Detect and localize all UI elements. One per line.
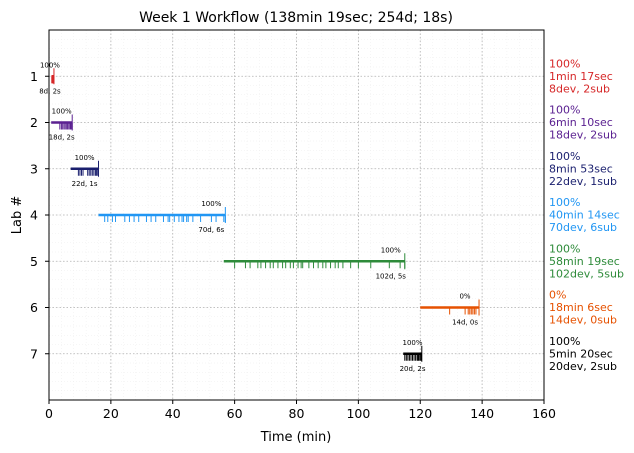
x-tick-label: 60	[227, 406, 243, 421]
summary-line: 18min 6sec	[549, 301, 613, 314]
count-annotation: 14d, 0s	[452, 319, 478, 327]
y-tick-label: 7	[30, 346, 38, 361]
x-tick-label: 40	[165, 406, 181, 421]
summary-line: 8dev, 2sub	[549, 82, 610, 95]
y-tick-label: 2	[30, 115, 38, 130]
x-tick-label: 80	[289, 406, 305, 421]
summary-line: 100%	[549, 242, 580, 255]
x-tick-label: 120	[408, 406, 432, 421]
lab-6-timeline: 0% 14d, 0s	[420, 293, 480, 327]
summary-line: 18dev, 2sub	[549, 129, 617, 142]
percent-annotation: 100%	[40, 61, 60, 69]
summary-line: 20dev, 2sub	[549, 360, 617, 373]
summary-line: 40min 14sec	[549, 209, 620, 222]
summary-line: 14dev, 0sub	[549, 314, 617, 327]
x-tick-label: 160	[532, 406, 556, 421]
x-tick-label: 100	[346, 406, 370, 421]
lab-5-timeline: 100% 102d, 5s	[223, 246, 407, 280]
summary-line: 6min 10sec	[549, 116, 613, 129]
y-tick-label: 4	[30, 208, 38, 223]
y-tick-label: 6	[30, 300, 38, 315]
summary-line: 100%	[549, 335, 580, 348]
lab-1-timeline: 100% 8d, 2s	[39, 61, 61, 95]
x-tick-label: 20	[103, 406, 119, 421]
summary-line: 8min 53sec	[549, 162, 613, 175]
count-annotation: 102d, 5s	[376, 272, 407, 280]
summary-line: 102dev, 5sub	[549, 267, 624, 280]
percent-annotation: 100%	[403, 339, 423, 347]
y-axis-label: Lab #	[10, 196, 25, 235]
count-annotation: 8d, 2s	[39, 87, 61, 95]
count-annotation: 70d, 6s	[198, 226, 224, 234]
y-tick-label: 3	[30, 161, 38, 176]
chart-title: Week 1 Workflow (138min 19sec; 254d; 18s…	[139, 10, 453, 26]
summary-line: 5min 20sec	[549, 347, 613, 360]
x-axis-label: Time (min)	[260, 430, 332, 445]
summary-line: 100%	[549, 196, 580, 209]
x-tick-label: 140	[470, 406, 494, 421]
y-tick-label: 5	[30, 254, 38, 269]
count-annotation: 18d, 2s	[49, 134, 75, 142]
axis-ticks: 0 20 40 60 80 100 120 140 160 1 2 3 4 5 6 7	[30, 69, 556, 421]
summary-line: 1min 17sec	[549, 70, 613, 83]
summary-line: 100%	[549, 57, 580, 70]
count-annotation: 22d, 1s	[72, 180, 98, 188]
lab-4-timeline: 100% 70d, 6s	[98, 200, 226, 234]
x-tick-label: 0	[45, 406, 53, 421]
count-annotation: 20d, 2s	[400, 365, 426, 373]
percent-annotation: 100%	[75, 154, 95, 162]
summary-line: 100%	[549, 150, 580, 163]
lab-7-timeline: 100% 20d, 2s	[400, 339, 426, 373]
lab-3-timeline: 100% 22d, 1s	[70, 154, 99, 188]
y-tick-label: 1	[30, 69, 38, 84]
percent-annotation: 100%	[381, 246, 401, 254]
percent-annotation: 0%	[459, 293, 470, 301]
lab-2-timeline: 100% 18d, 2s	[49, 108, 75, 142]
summary-line: 0%	[549, 289, 566, 302]
summary-line: 70dev, 6sub	[549, 221, 617, 234]
summary-line: 100%	[549, 104, 580, 117]
summary-line: 22dev, 1sub	[549, 175, 617, 188]
summary-line: 58min 19sec	[549, 255, 620, 268]
percent-annotation: 100%	[52, 108, 72, 116]
percent-annotation: 100%	[201, 200, 221, 208]
lab-bars: 100% 8d, 2s 100% 18d, 2s 100% 22d, 1s 100% 70d,…	[39, 61, 480, 373]
